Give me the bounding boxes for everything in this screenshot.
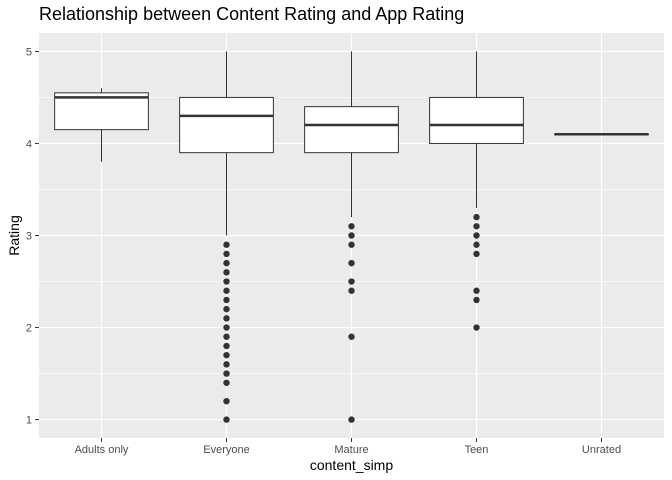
iqr-box	[54, 92, 149, 131]
outlier-point	[223, 296, 230, 304]
outlier-point	[223, 315, 230, 322]
outlier-point	[348, 223, 355, 230]
boxes-layer	[54, 51, 649, 423]
outlier-point	[223, 259, 230, 267]
x-tick-label: Teen	[465, 444, 489, 456]
box-everyone	[179, 51, 274, 423]
outlier-point	[348, 241, 355, 248]
outlier-point	[473, 296, 480, 304]
outlier-point	[473, 287, 480, 294]
outlier-point	[223, 333, 230, 340]
outlier-point	[223, 269, 230, 276]
x-axis-title: content_simp	[310, 457, 393, 473]
x-tick-label: Everyone	[203, 444, 249, 456]
outlier-point	[223, 416, 230, 423]
box-unrated	[554, 133, 649, 136]
y-axis-title: Rating	[6, 215, 22, 255]
box-adults-only	[54, 88, 149, 162]
iqr-box	[429, 96, 524, 144]
x-tick-label: Mature	[334, 444, 368, 456]
x-tick-label: Unrated	[582, 444, 621, 456]
outlier-point	[223, 342, 230, 350]
outlier-point	[348, 333, 355, 340]
outlier-point	[473, 324, 480, 331]
x-tick-label: Adults only	[75, 444, 129, 456]
y-tick-label: 4	[26, 138, 32, 150]
outlier-point	[473, 241, 480, 248]
axes-layer: 1 2 3 4 5 Adults only Everyone Mature Teen Unrate…	[26, 46, 621, 456]
outlier-point	[223, 351, 230, 359]
outlier-point	[223, 278, 230, 285]
y-tick-label: 5	[26, 46, 32, 58]
outlier-point	[223, 241, 230, 248]
iqr-box	[304, 106, 399, 154]
outlier-point	[223, 397, 230, 405]
outlier-point	[223, 361, 230, 368]
outlier-point	[348, 259, 355, 267]
y-tick-label: 3	[26, 231, 32, 243]
outlier-point	[473, 232, 480, 239]
outlier-point	[223, 379, 230, 386]
outlier-point	[223, 250, 230, 258]
iqr-box	[179, 96, 274, 154]
outlier-point	[348, 232, 355, 239]
outlier-point	[223, 305, 230, 313]
outlier-point	[348, 287, 355, 294]
y-tick-label: 2	[26, 323, 32, 335]
outlier-point	[348, 278, 355, 285]
box-teen	[429, 51, 524, 331]
box-mature	[304, 51, 399, 423]
outlier-point	[473, 213, 480, 221]
chart-title: Relationship between Content Rating and …	[39, 4, 465, 24]
outlier-point	[223, 370, 230, 377]
outlier-point	[348, 416, 355, 423]
outlier-point	[473, 250, 480, 258]
outlier-point	[223, 287, 230, 294]
outlier-point	[473, 223, 480, 230]
y-tick-label: 1	[26, 415, 32, 427]
outlier-point	[223, 324, 230, 331]
